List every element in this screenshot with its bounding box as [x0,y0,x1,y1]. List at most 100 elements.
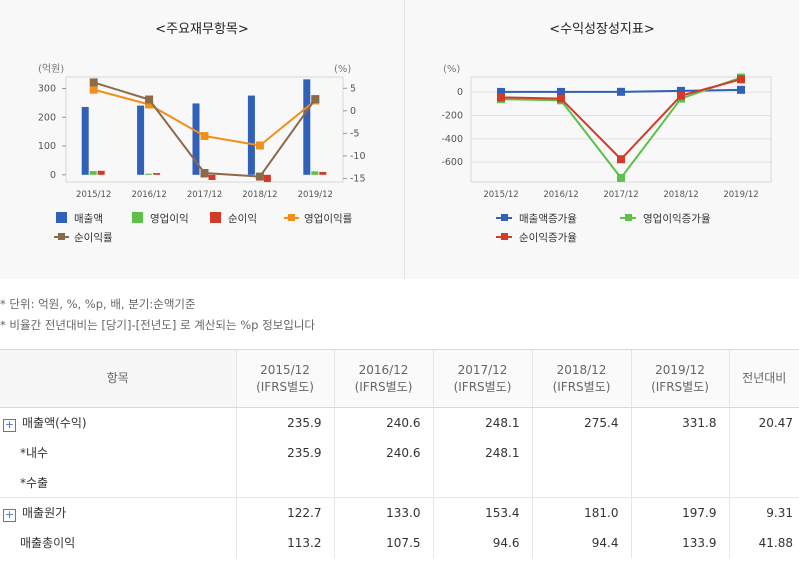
header-period: 2016/12 (IFRS별도) [333,349,433,408]
table-cell [531,467,631,498]
legend-marker [625,214,632,221]
y-left-tick: 0 [50,170,56,181]
row-label: *수출 [20,475,49,490]
point-순이익률 [255,172,264,181]
bar-매출액 [81,106,89,175]
legend-label: 매출액 [74,213,103,225]
bar-매출액 [247,95,255,175]
period-year: 2017/12 [457,362,508,377]
point-순이익률 [145,95,154,104]
table-cell: 133.0 [333,497,433,528]
growth-indicator-panel: <수익성장성지표> (%) 0 -200 -400 -600 2015/12 2016/12… [405,0,799,279]
period-year: 2018/12 [556,362,607,377]
y-left-tick: 300 [38,84,56,95]
point-순이익률 [89,78,98,87]
table-cell: 240.6 [333,407,433,438]
point-매출액증가율 [617,87,625,96]
table-cell: 133.9 [630,527,729,558]
period-year: 2015/12 [260,362,310,377]
bar-영업이익 [145,173,153,175]
table-row: *내수 235.9 240.6 248.1 [0,437,799,468]
table-row: 매출총이익 113.2 107.5 94.6 94.4 133.9 41.88 [0,527,799,558]
row-label: 매출총이익 [20,536,76,550]
point-순이익률 [311,95,320,104]
table-cell [630,467,729,498]
table-cell: 248.1 [432,407,532,438]
period-year: 2016/12 [358,362,409,377]
plot-area [470,76,772,183]
financial-items-title: <주요재무항목> [155,22,249,37]
unit-notes: * 단위: 억원, %, %p, 배, 분기:순액기준 * 비율간 전년대비는 … [0,294,315,336]
row-label-text: 매출원가 [22,505,67,520]
header-item: 항목 [0,349,236,408]
legend-marker [58,233,65,240]
legend-swatch [132,212,143,223]
table-cell: 153.4 [432,497,532,528]
table-cell [432,467,532,498]
y-left-tick: 100 [38,141,56,152]
bar-영업이익 [311,171,319,175]
y-left-tick: 200 [38,112,56,123]
row-label: + 매출원가 [0,497,236,528]
y-tick: 0 [457,87,463,98]
row-label: *내수 [20,446,49,460]
bar-매출액 [303,79,311,175]
legend-label: 영업이익증가율 [643,212,711,225]
point-순이익증가율 [737,75,745,84]
x-tick: 2015/12 [76,190,111,200]
y-tick: -200 [441,111,463,122]
row-label: + 매출액(수익) [0,408,236,438]
table-cell: 331.8 [630,407,729,438]
expand-plus-icon[interactable]: + [3,507,16,522]
period-year: 2019/12 [655,362,705,377]
financial-table: 항목 2015/12 (IFRS별도) 2016/12 (IFRS별도) 2017/… [0,349,799,558]
point-영업이익률 [255,141,264,150]
y-left-unit: (억원) [38,63,64,75]
legend-marker [288,214,295,221]
table-cell: 248.1 [432,437,532,468]
point-순이익증가율 [497,93,505,102]
table-row: *수출 [0,467,799,498]
y-right-tick: -15 [350,173,366,184]
change-cell: 41.88 [728,527,799,558]
header-period: 2018/12 (IFRS별도) [531,349,631,408]
header-period: 2017/12 (IFRS별도) [432,349,532,408]
legend-marker [501,214,508,221]
point-매출액증가율 [557,87,565,96]
x-tick: 2019/12 [298,190,333,200]
legend-label: 순이익률 [74,232,113,244]
change-cell [728,437,799,468]
point-순이익증가율 [617,155,625,164]
expand-plus-icon[interactable]: + [3,417,16,432]
x-tick: 2016/12 [543,190,578,200]
unit-note: * 단위: 억원, %, %p, 배, 분기:순액기준 [0,297,196,311]
legend-swatch [56,212,67,223]
x-tick: 2018/12 [242,190,277,200]
table-row: + 매출원가 122.7 133.0 153.4 181.0 197.9 9.31 [0,497,799,528]
row-label-text: 매출액(수익) [22,415,87,430]
table-cell: 122.7 [235,497,334,528]
y-right-tick: -10 [350,151,366,162]
y-unit: (%) [443,64,460,75]
period-basis: (IFRS별도) [256,379,314,394]
change-cell: 9.31 [728,497,799,528]
legend-swatch [210,212,221,223]
legend-label: 순이익증가율 [519,232,577,244]
point-매출액증가율 [737,85,745,94]
financial-items-chart: (억원) (%) 0 100 200 300 5 0 -5 -10 -15 2015/12 2016/1… [38,63,366,244]
table-cell: 107.5 [333,527,433,558]
growth-indicator-title: <수익성장성지표> [549,22,655,37]
x-tick: 2016/12 [131,190,166,200]
x-tick: 2017/12 [603,190,638,200]
y-right-tick: 0 [350,106,356,117]
header-period: 2015/12 (IFRS별도) [235,349,334,408]
bar-매출액 [192,103,200,175]
table-cell: 240.6 [333,437,433,468]
table-row: + 매출액(수익) 235.9 240.6 248.1 275.4 331.8 2… [0,407,799,438]
period-basis: (IFRS별도) [552,379,611,394]
table-cell [531,437,631,468]
ratio-note: * 비율간 전년대비는 [당기]-[전년도] 로 계산되는 %p 정보입니다 [0,318,315,332]
y-right-unit: (%) [334,64,351,75]
legend-marker [501,233,508,240]
line-순이익률 [93,81,317,178]
